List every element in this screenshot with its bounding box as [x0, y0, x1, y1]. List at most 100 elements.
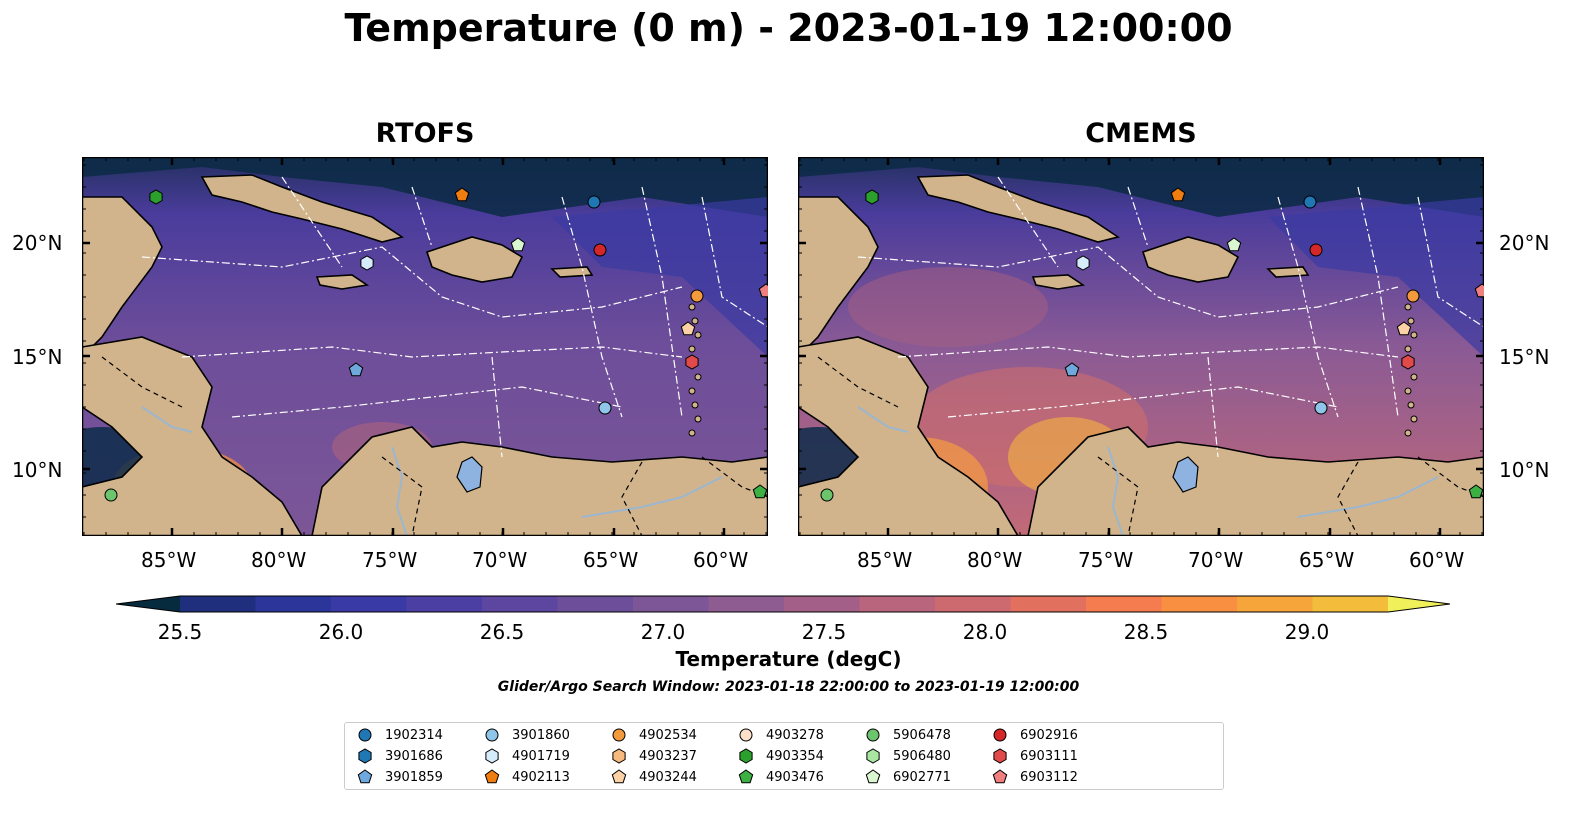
pentagon-marker-icon [738, 769, 754, 784]
legend-item-6903112: 6903112 [992, 767, 1078, 787]
colorbar-segment [1161, 596, 1238, 612]
lon-tick-left-60w: 60°W [693, 548, 749, 572]
landmass [200, 174, 404, 243]
lon-tick-right-80w: 80°W [967, 548, 1023, 572]
float-3901860 [1314, 401, 1328, 415]
colorbar-segment [557, 596, 634, 612]
float-5906478 [820, 488, 834, 502]
legend-item-4903244: 4903244 [611, 767, 697, 787]
legend-label: 1902314 [385, 727, 443, 743]
landmass [82, 336, 303, 536]
lon-tick-right-75w: 75°W [1078, 548, 1134, 572]
float-4901719 [360, 255, 374, 271]
legend-label: 4903244 [639, 769, 697, 785]
legend-label: 4902113 [512, 769, 570, 785]
legend: 1902314 3901686 3901859 3901860 4901719 49021… [344, 722, 1224, 790]
landmass [798, 336, 1019, 536]
pentagon-marker-icon [992, 769, 1008, 784]
hexagon-marker-icon [485, 748, 499, 764]
pentagon-marker-icon [611, 769, 627, 784]
eez-boundary [641, 186, 683, 418]
hexagon-marker-icon [358, 748, 372, 764]
legend-label: 4901719 [512, 748, 570, 764]
lat-tick-left-15n: 15°N [12, 345, 63, 369]
lat-tick-right-10n: 10°N [1499, 458, 1550, 482]
hexagon-marker-icon [866, 748, 880, 764]
hexagon-marker-icon [993, 748, 1007, 764]
colorbar-segment [935, 596, 1011, 612]
hexagon-marker-icon [866, 748, 880, 764]
lat-tick-right-20n: 20°N [1499, 231, 1550, 255]
figure-title: Temperature (0 m) - 2023-01-19 12:00:00 [344, 6, 1233, 50]
eez-boundary [897, 346, 1399, 358]
legend-label: 6903111 [1020, 748, 1078, 764]
circle-marker-icon [866, 728, 880, 742]
eez-boundary [857, 246, 1399, 318]
legend-item-3901686: 3901686 [357, 746, 443, 766]
legend-item-4902113: 4902113 [484, 767, 570, 787]
landmass [550, 266, 594, 278]
pentagon-marker-icon [357, 769, 373, 784]
eez-boundary [561, 196, 623, 418]
eez-boundary [1207, 356, 1219, 458]
legend-item-1902314: 1902314 [357, 725, 443, 745]
lon-tick-left-85w: 85°W [141, 548, 197, 572]
float-4903476 [1468, 484, 1484, 499]
hexagon-marker-icon [358, 748, 372, 764]
colorbar-segment [784, 596, 860, 612]
colorbar-tick-27-0: 27.0 [640, 620, 686, 644]
circle-marker-icon [993, 728, 1007, 742]
eez-boundary [1127, 186, 1149, 248]
pentagon-marker-icon [611, 769, 627, 784]
legend-label: 6902771 [893, 769, 951, 785]
legend-label: 5906478 [893, 727, 951, 743]
map-panel-cmems [798, 157, 1484, 536]
float-6902916 [1309, 243, 1323, 257]
legend-item-6902916: 6902916 [992, 725, 1078, 745]
map-frame [82, 157, 768, 536]
circle-marker-icon [612, 728, 626, 742]
colorbar-segment [1086, 596, 1162, 612]
colorbar-segment [1312, 596, 1389, 612]
legend-item-5906480: 5906480 [865, 746, 951, 766]
float-6903111 [1401, 354, 1415, 370]
pentagon-marker-icon [484, 769, 500, 784]
legend-item-4903354: 4903354 [738, 746, 824, 766]
legend-label: 3901686 [385, 748, 443, 764]
legend-label: 4903237 [639, 748, 697, 764]
eez-boundary [281, 176, 343, 268]
colorbar-segment [708, 596, 785, 612]
colorbar-tick-25-5: 25.5 [157, 620, 203, 644]
float-4902534 [1406, 289, 1420, 303]
circle-marker-icon [739, 728, 753, 742]
landmass [1266, 266, 1310, 278]
float-3901860 [598, 401, 612, 415]
legend-item-4901719: 4901719 [484, 746, 570, 766]
float-5906478 [104, 488, 118, 502]
float-6903111 [685, 354, 699, 370]
map-frame [798, 157, 1484, 536]
circle-marker-icon [358, 728, 372, 742]
pentagon-marker-icon [484, 769, 500, 784]
circle-marker-icon [485, 728, 499, 742]
float-4902534 [690, 289, 704, 303]
glider-5906480 [865, 189, 879, 205]
float-6903112 [1474, 283, 1484, 298]
colorbar-segment [633, 596, 709, 612]
colorbar-segment [180, 596, 256, 612]
eez-boundary [997, 176, 1059, 268]
landmass [1141, 236, 1240, 283]
landmass [916, 174, 1120, 243]
pentagon-marker-icon [357, 769, 373, 784]
lat-tick-left-10n: 10°N [12, 458, 63, 482]
pentagon-marker-icon [738, 769, 754, 784]
colorbar-tick-28-5: 28.5 [1123, 620, 1169, 644]
hexagon-marker-icon [739, 748, 753, 764]
eez-boundary [491, 356, 503, 458]
float-1902314 [587, 195, 601, 209]
legend-item-6902771: 6902771 [865, 767, 951, 787]
landmass [315, 274, 370, 290]
colorbar-segment [482, 596, 558, 612]
lon-tick-left-65w: 65°W [583, 548, 639, 572]
map-panel-rtofs [82, 157, 768, 536]
